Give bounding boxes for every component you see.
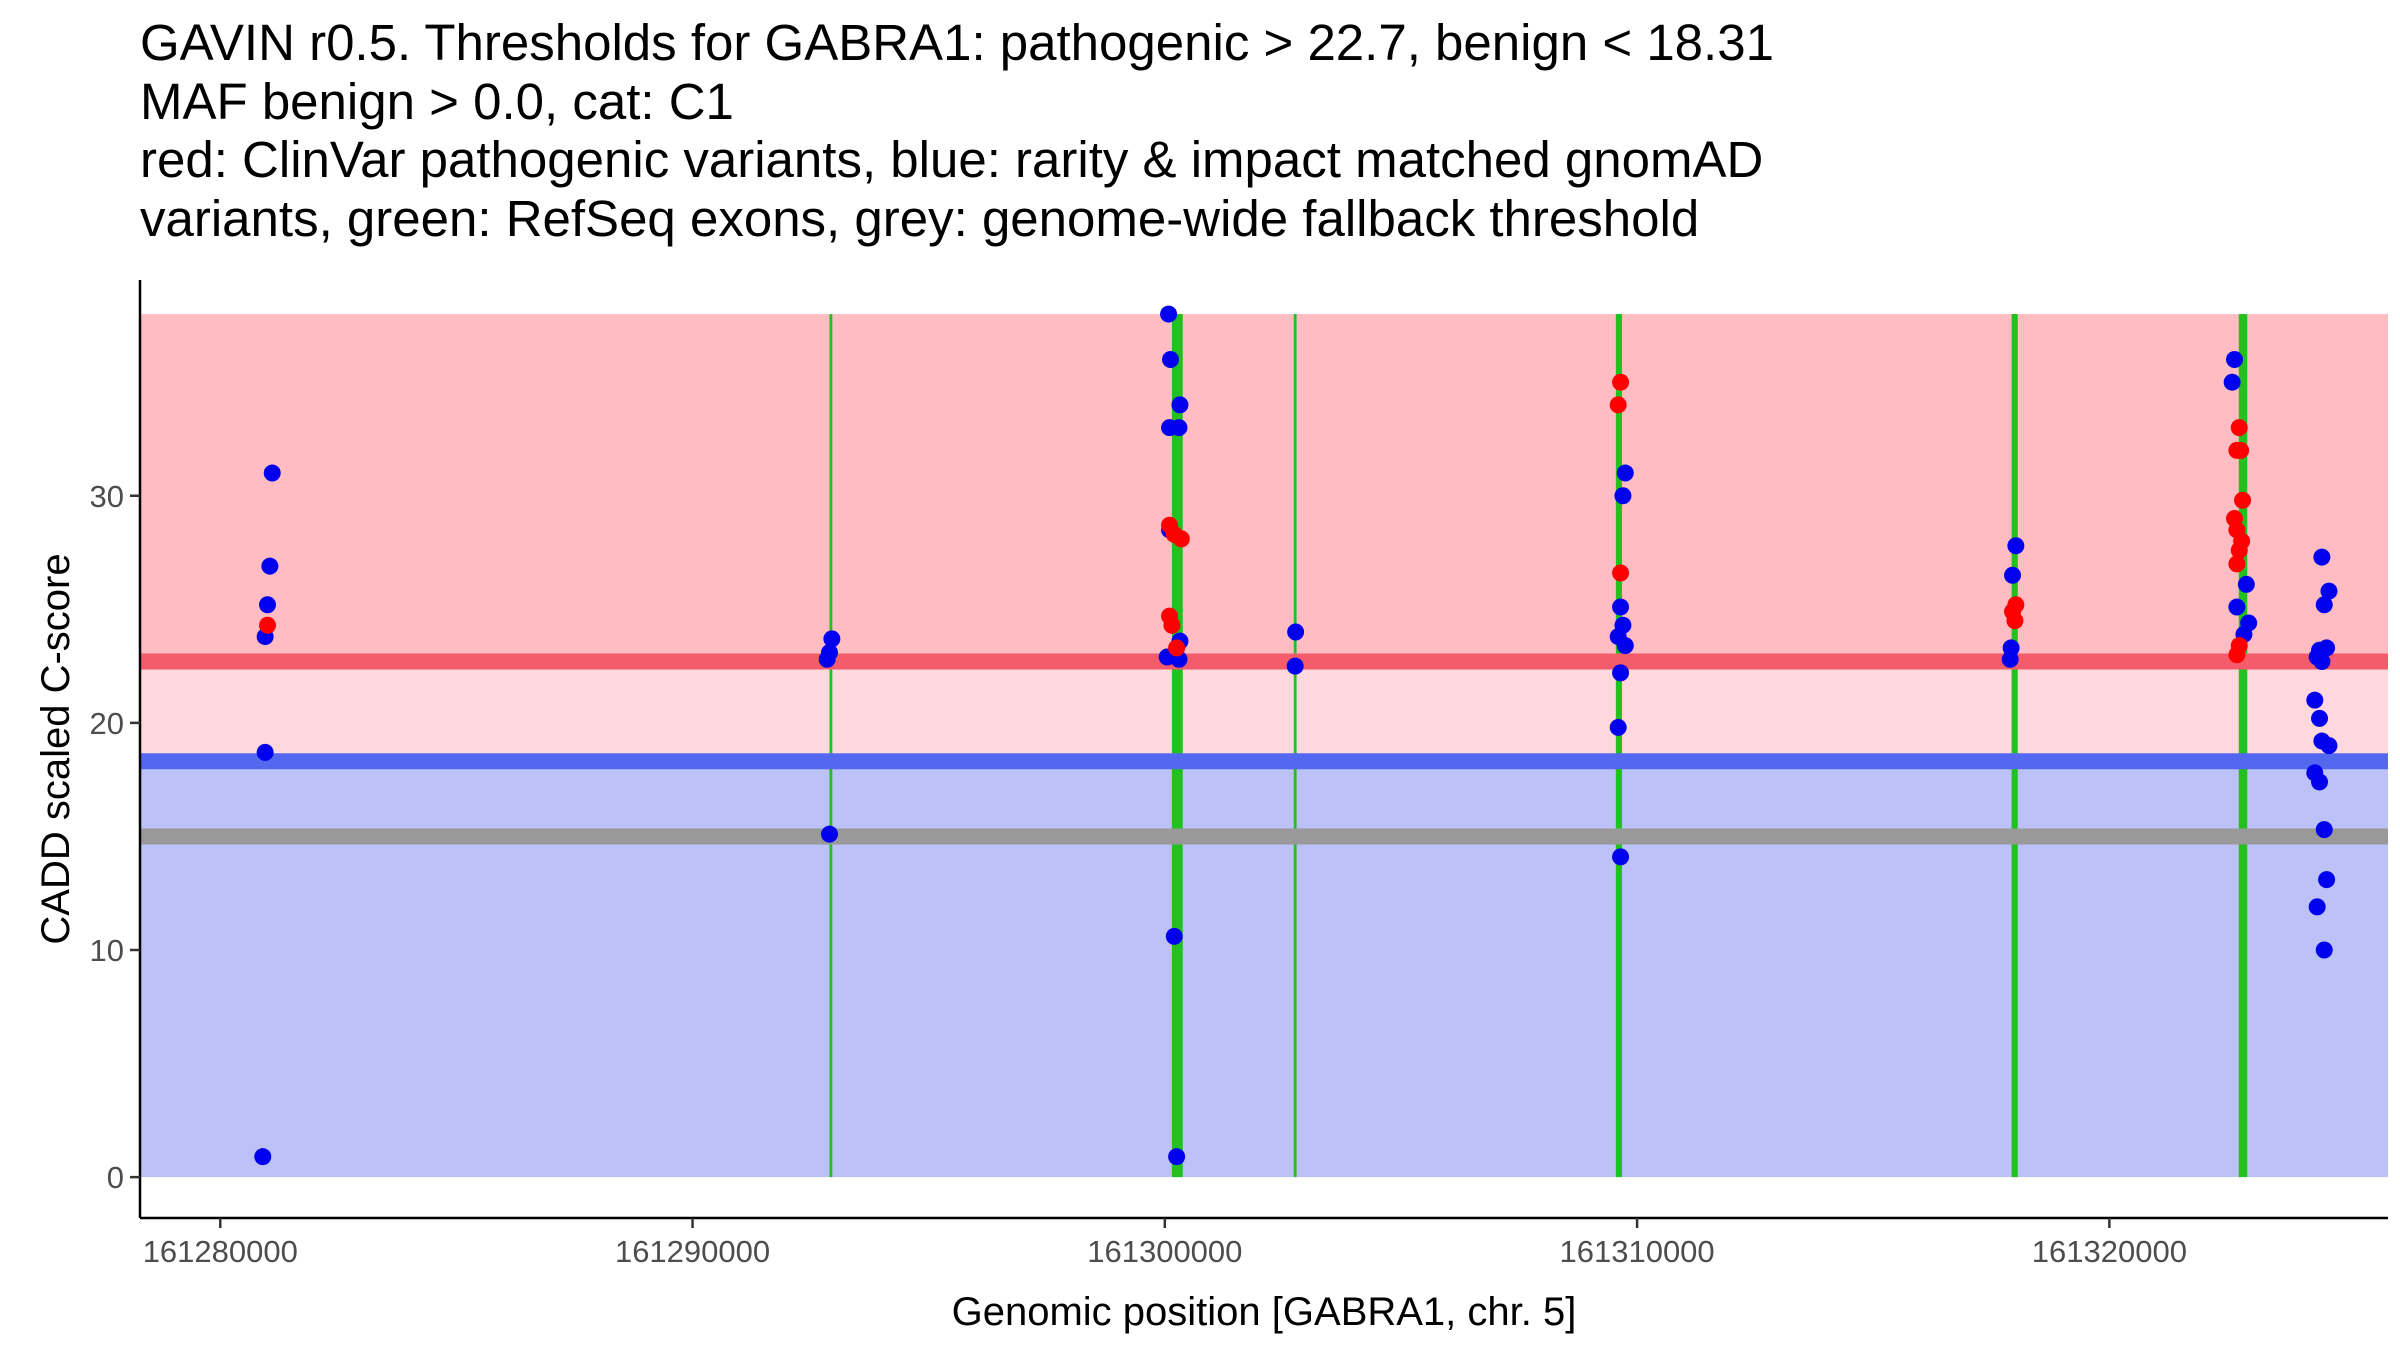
clinvar-point-1	[259, 616, 277, 634]
gnomad-point-59	[2315, 941, 2333, 959]
title-line-1: GAVIN r0.5. Thresholds for GABRA1: patho…	[140, 14, 1774, 71]
x-tick-label: 161300000	[1087, 1234, 1242, 1269]
exon-bar-1	[829, 314, 833, 1178]
gnomad-point-43	[2313, 548, 2331, 566]
gnomad-point-9	[818, 650, 836, 668]
gnomad-point-37	[2226, 350, 2244, 368]
gnomad-point-6	[254, 1148, 272, 1166]
gnomad-point-5	[256, 743, 274, 761]
clinvar-point-14	[2230, 419, 2248, 437]
clinvar-point-13	[2006, 612, 2024, 630]
x-tick-label: 161310000	[1560, 1234, 1715, 1269]
title-line-3: red: ClinVar pathogenic variants, blue: …	[140, 131, 1764, 188]
gnomad-point-20	[1165, 927, 1183, 945]
clinvar-point-21	[2230, 541, 2248, 559]
axes: 161280000 161290000 161300000 161310000 1613…	[90, 280, 2388, 1269]
exon-bar-4	[1615, 314, 1622, 1178]
gnomad-point-2	[261, 557, 279, 575]
gnomad-point-39	[2237, 575, 2255, 593]
clinvar-point-24	[2228, 646, 2246, 664]
gnomad-point-49	[2313, 653, 2331, 671]
gnomad-point-56	[2315, 821, 2333, 839]
gnomad-point-29	[1616, 637, 1634, 655]
y-tick-label: 10	[90, 933, 124, 968]
exon-bar-5	[2011, 314, 2018, 1178]
threshold-regions	[140, 314, 2388, 1178]
gnomad-point-50	[2306, 691, 2324, 709]
pathogenic-region	[140, 314, 2388, 662]
gnomad-point-25	[1614, 487, 1632, 505]
title-line-4: variants, green: RefSeq exons, grey: gen…	[140, 189, 1700, 247]
clinvar-point-10	[1612, 564, 1630, 582]
y-tick-label: 20	[90, 706, 124, 741]
gnomad-point-53	[2320, 737, 2338, 755]
x-tick-label: 161290000	[615, 1234, 770, 1269]
gnomad-point-44	[2320, 582, 2338, 600]
clinvar-point-16	[2232, 441, 2250, 459]
gnomad-point-34	[2004, 566, 2022, 584]
gnomad-point-26	[1612, 598, 1630, 616]
gnomad-point-10	[821, 825, 839, 843]
title-line-2: MAF benign > 0.0, cat: C1	[140, 72, 734, 130]
exon-lines	[829, 314, 2248, 1178]
clinvar-point-17	[2234, 491, 2252, 509]
exon-bar-6	[2238, 314, 2248, 1178]
clinvar-point-22	[2228, 555, 2246, 573]
gnomad-point-22	[1287, 623, 1305, 641]
gnomad-point-23	[1286, 657, 1304, 675]
gnomad-point-38	[2223, 373, 2241, 391]
gnomad-point-7	[823, 630, 841, 648]
gnomad-point-30	[1612, 664, 1630, 682]
gnomad-point-33	[2007, 537, 2025, 555]
gnomad-point-32	[1612, 848, 1630, 866]
gnomad-point-3	[259, 596, 277, 614]
gnomad-point-31	[1609, 718, 1627, 736]
exon-bar-2	[1171, 314, 1183, 1178]
clinvar-point-6	[1163, 616, 1181, 634]
intermediate-region	[140, 661, 2388, 762]
gnomad-point-13	[1171, 396, 1189, 414]
x-axis-title: Genomic position [GABRA1, chr. 5]	[952, 1290, 1577, 1334]
gnomad-point-58	[2308, 898, 2326, 916]
gnomad-point-11	[1160, 305, 1178, 323]
y-axis-title: CADD scaled C-score	[34, 553, 78, 944]
exon-bar-3	[1293, 314, 1297, 1178]
chart-title: GAVIN r0.5. Thresholds for GABRA1: patho…	[140, 14, 2340, 248]
clinvar-point-9	[1609, 396, 1627, 414]
gnomad-point-1	[263, 464, 281, 482]
gnomad-point-55	[2311, 773, 2329, 791]
gnomad-point-15	[1170, 419, 1188, 437]
data-points	[254, 305, 2338, 1166]
gnomad-point-12	[1161, 350, 1179, 368]
y-tick-label: 0	[107, 1160, 124, 1195]
gnomad-point-36	[2001, 650, 2019, 668]
gnomad-point-57	[2318, 871, 2336, 889]
gnomad-point-21	[1168, 1148, 1186, 1166]
benign-region	[140, 761, 2388, 1178]
clinvar-point-4	[1172, 530, 1190, 548]
x-tick-label: 161280000	[143, 1234, 298, 1269]
clinvar-point-7	[1168, 639, 1186, 657]
gnomad-point-40	[2228, 598, 2246, 616]
y-tick-label: 30	[90, 479, 124, 514]
gnomad-point-51	[2311, 709, 2329, 727]
gnomad-point-45	[2315, 596, 2333, 614]
clinvar-point-8	[1612, 373, 1630, 391]
x-tick-label: 161320000	[2032, 1234, 2187, 1269]
gnomad-point-24	[1616, 464, 1634, 482]
